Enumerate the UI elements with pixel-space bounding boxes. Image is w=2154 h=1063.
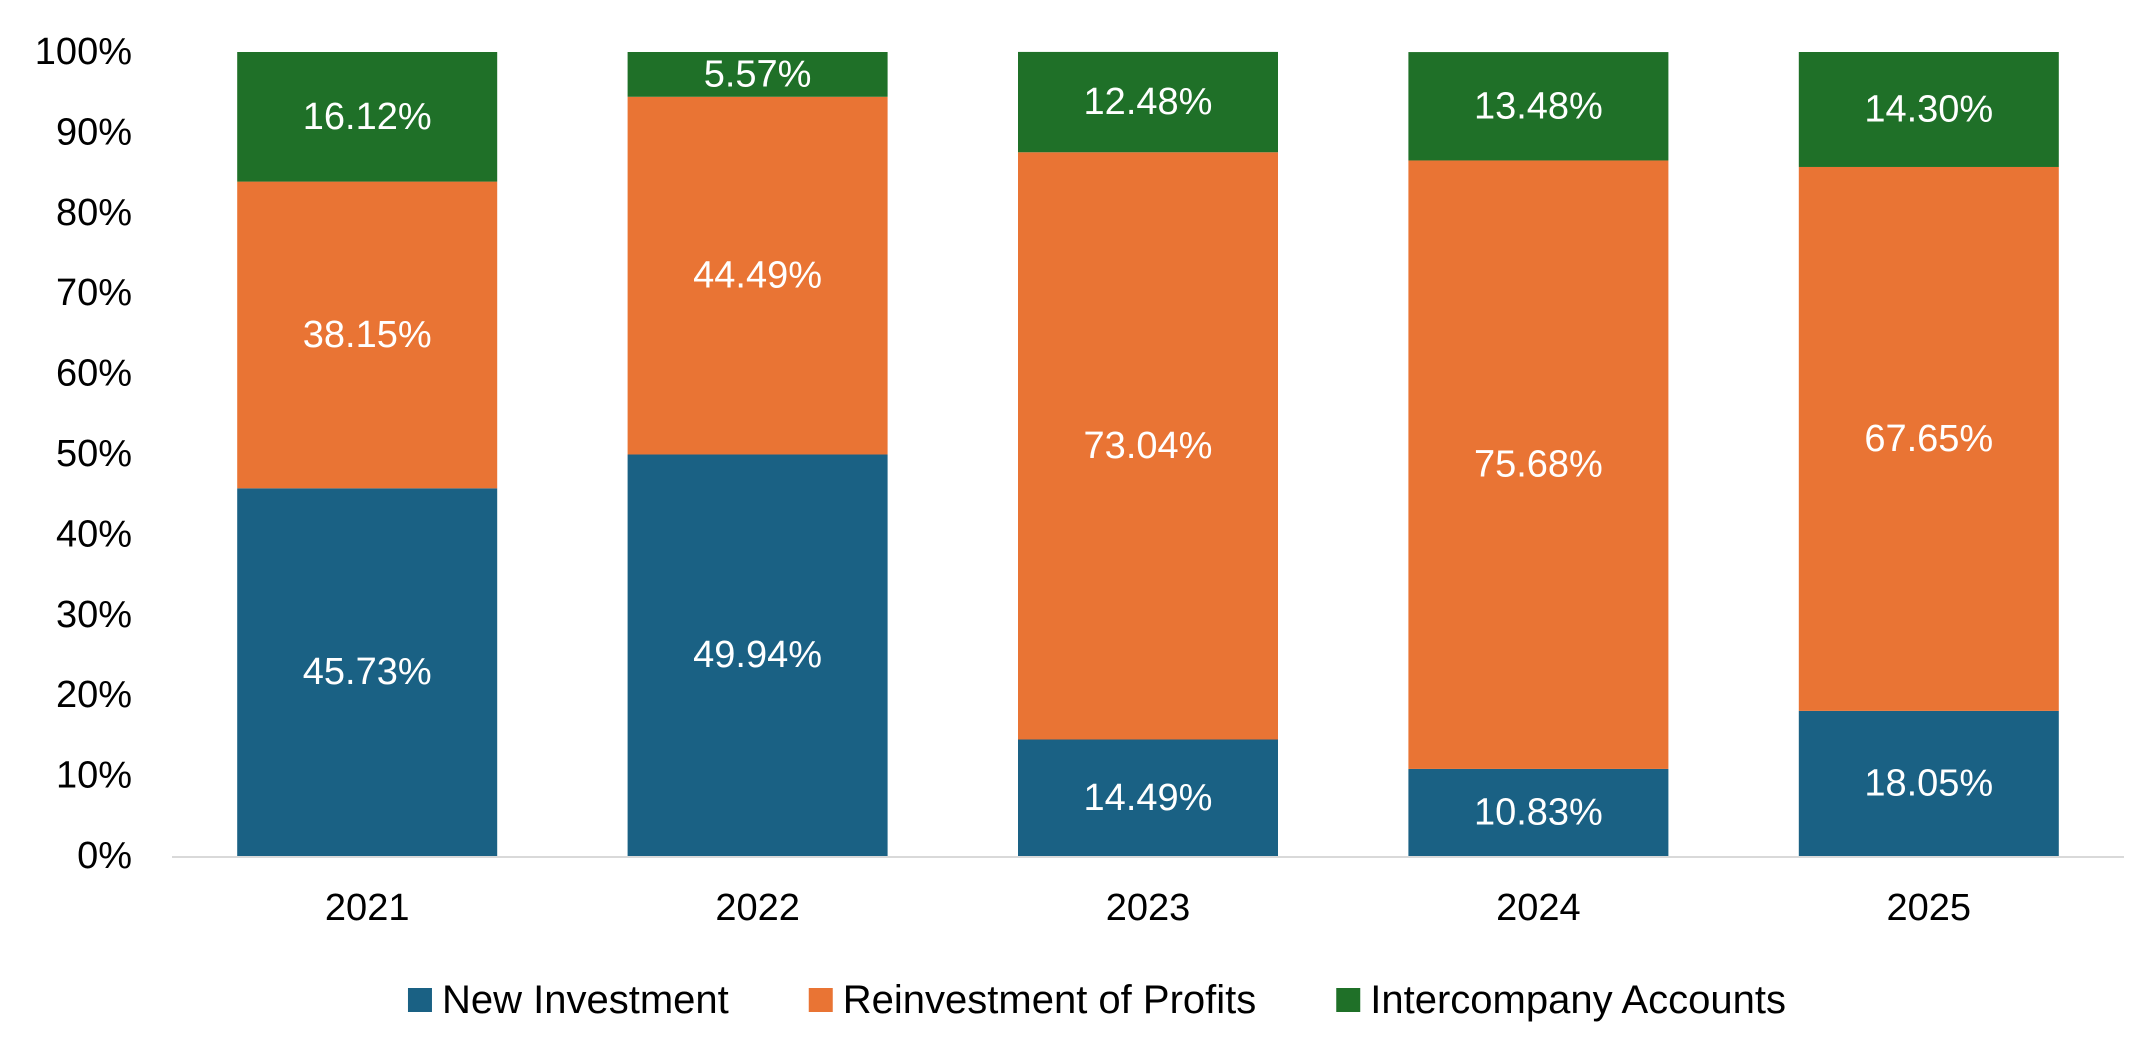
x-tick-label-2021: 2021 (325, 887, 410, 929)
x-tick-label-2024: 2024 (1496, 887, 1581, 929)
y-tick-label-10pct: 10% (56, 755, 132, 797)
data-label-2025-series-2: 14.30% (1864, 88, 1993, 130)
axes-layer: 2021 2022 2023 2024 2025 0% 10% 20% 30% 40% 50% 60%… (35, 31, 2124, 929)
y-tick-label-30pct: 30% (56, 594, 132, 636)
y-tick-label-90pct: 90% (56, 111, 132, 153)
y-tick-label-100pct: 100% (35, 31, 132, 73)
y-tick-label-70pct: 70% (56, 272, 132, 314)
data-label-2023-series-1: 73.04% (1084, 425, 1213, 467)
legend-item-1: Reinvestment of Profits (808, 978, 1257, 1022)
bar-2021-series-1 (237, 181, 498, 489)
legend-swatch-0 (407, 988, 432, 1012)
bar-2021-series-0 (237, 488, 498, 856)
legend-item-0: New Investment (407, 978, 729, 1022)
data-label-2021-series-1: 38.15% (303, 314, 432, 356)
legend-label-1: Reinvestment of Profits (843, 978, 1257, 1022)
data-label-2022-series-0: 49.94% (693, 634, 822, 676)
data-label-2021-series-2: 16.12% (303, 96, 432, 138)
data-label-2023-series-2: 12.48% (1084, 81, 1213, 123)
y-tick-label-50pct: 50% (56, 433, 132, 475)
x-tick-label-2023: 2023 (1106, 887, 1191, 929)
data-label-2024-series-0: 10.83% (1474, 791, 1603, 833)
data-label-2023-series-0: 14.49% (1084, 777, 1213, 819)
bar-2023-series-1 (1018, 152, 1278, 740)
bars-layer (237, 51, 2059, 856)
y-tick-label-0pct: 0% (77, 835, 132, 877)
data-label-2021-series-0: 45.73% (303, 651, 432, 693)
bar-2025-series-1 (1798, 166, 2059, 711)
bar-2022-series-0 (627, 454, 888, 856)
x-tick-label-2022: 2022 (715, 887, 800, 929)
bar-2023-series-0 (1018, 739, 1278, 856)
legend-swatch-2 (1336, 988, 1361, 1012)
bar-2022-series-2 (627, 52, 888, 97)
y-tick-label-40pct: 40% (56, 513, 132, 555)
legend-item-2: Intercompany Accounts (1336, 978, 1786, 1022)
bar-2024-series-0 (1408, 768, 1669, 856)
data-label-2025-series-0: 18.05% (1864, 762, 1993, 804)
data-labels-layer: 45.73% 38.15% 16.12% 49.94% 44.49% 5.57% 14.49… (303, 53, 1993, 833)
y-tick-label-60pct: 60% (56, 353, 132, 395)
legend-label-0: New Investment (442, 978, 729, 1022)
y-tick-label-80pct: 80% (56, 192, 132, 234)
y-tick-label-20pct: 20% (56, 674, 132, 716)
bar-2023-series-2 (1018, 51, 1278, 153)
bar-2022-series-1 (627, 96, 888, 455)
bar-2024-series-1 (1408, 160, 1669, 769)
data-label-2022-series-2: 5.57% (704, 53, 812, 95)
legend-label-2: Intercompany Accounts (1370, 978, 1786, 1022)
data-label-2022-series-1: 44.49% (693, 255, 822, 297)
data-label-2024-series-2: 13.48% (1474, 85, 1603, 127)
legend-swatch-1 (808, 988, 833, 1012)
bar-2025-series-0 (1798, 710, 2059, 856)
bar-2021-series-2 (237, 52, 498, 182)
data-label-2024-series-1: 75.68% (1474, 444, 1603, 486)
bar-2025-series-2 (1798, 52, 2059, 167)
x-tick-label-2025: 2025 (1887, 887, 1972, 929)
bar-2024-series-2 (1408, 52, 1669, 161)
data-label-2025-series-1: 67.65% (1864, 418, 1993, 460)
legend: New Investment Reinvestment of Profits Int… (407, 978, 1786, 1022)
